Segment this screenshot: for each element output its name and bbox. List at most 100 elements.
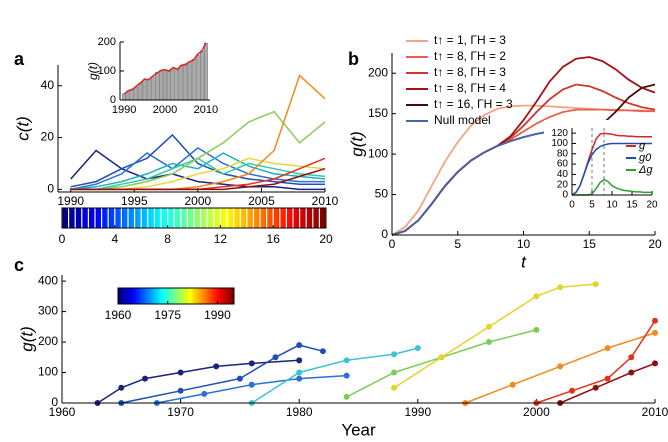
colorbar-cell <box>70 208 76 228</box>
bar <box>175 68 180 101</box>
legend-label: t↑ = 8, ΓH = 2 <box>434 49 506 63</box>
bar <box>191 59 196 101</box>
point <box>177 387 184 394</box>
x-tick-label: 5 <box>589 200 595 211</box>
point <box>414 345 421 352</box>
bar <box>138 82 143 101</box>
colorbar-cell <box>189 208 195 228</box>
y-tick-label: 100 <box>368 146 388 160</box>
colorbar-tick-label: 8 <box>164 232 171 246</box>
x-tick-label: 1995 <box>121 194 148 208</box>
point <box>628 369 635 376</box>
colorbar-cell <box>179 288 183 304</box>
colorbar-tick-label: 4 <box>111 232 118 246</box>
x-tick-label: 2000 <box>153 104 177 116</box>
colorbar-cell <box>101 208 107 228</box>
legend-label: Null model <box>434 113 491 127</box>
colorbar-cell <box>176 288 179 304</box>
y-tick-label: 40 <box>41 78 55 92</box>
x-tick-label: 1960 <box>49 405 76 419</box>
colorbar-cell <box>197 288 200 304</box>
point <box>438 354 445 361</box>
colorbar-cell <box>176 208 182 228</box>
point <box>248 381 255 388</box>
colorbar-cell <box>199 288 202 304</box>
y-tick-label: 200 <box>98 36 116 48</box>
point <box>557 284 564 291</box>
point <box>343 372 350 379</box>
colorbar-cell <box>172 288 175 304</box>
series-line <box>121 344 324 404</box>
colorbar-cell <box>162 288 165 304</box>
colorbar-tick-label: 16 <box>267 232 281 246</box>
colorbar-tick-label: 1975 <box>154 308 181 322</box>
colorbar-cell <box>202 208 208 228</box>
colorbar-cell <box>133 288 136 304</box>
colorbar-cell <box>141 208 147 228</box>
colorbar-cell <box>150 208 155 228</box>
colorbar-cell <box>141 288 144 304</box>
colorbar-cell <box>148 288 152 304</box>
x-tick-label: 1990 <box>404 405 431 419</box>
colorbar-cell <box>222 288 225 304</box>
point <box>319 348 326 355</box>
y-tick-label: 200 <box>368 65 388 79</box>
x-tick-label: 1970 <box>167 405 194 419</box>
series-line <box>123 42 207 95</box>
y-tick-label: 100 <box>551 138 568 149</box>
panel: 1990 2000 2010 0 100 200 g(t) <box>86 34 218 120</box>
x-tick-label: 1990 <box>57 194 84 208</box>
point <box>485 323 492 330</box>
point <box>568 387 575 394</box>
colorbar-cell <box>180 208 186 228</box>
colorbar-cell <box>119 288 123 304</box>
bar <box>171 67 176 101</box>
x-tick-label: 10 <box>517 237 531 251</box>
colorbar-cell <box>246 208 252 228</box>
point <box>592 384 599 391</box>
point <box>236 375 243 382</box>
y-tick-label: 0 <box>51 395 58 409</box>
colorbar-cell <box>273 208 279 228</box>
point <box>177 369 184 376</box>
point <box>652 360 658 367</box>
colorbar-frame <box>117 287 235 305</box>
colorbar-cell <box>123 208 129 228</box>
x-tick-label: 0 <box>569 200 575 211</box>
colorbar-cell <box>166 288 169 304</box>
bar <box>179 65 184 101</box>
point <box>391 384 398 391</box>
point <box>142 375 149 382</box>
colorbar-cell <box>123 288 127 304</box>
colorbar-cell <box>168 288 171 304</box>
colorbar-cell <box>145 288 148 304</box>
x-tick-label: 2005 <box>248 194 275 208</box>
bar <box>146 78 151 101</box>
colorbar-cell <box>154 288 158 304</box>
y-tick-label: 50 <box>375 187 389 201</box>
legend-label: t↑ = 8, ΓH = 4 <box>434 81 506 95</box>
point <box>604 345 611 352</box>
y-tick-label: 100 <box>38 365 58 379</box>
colorbar-cell <box>118 288 121 304</box>
colorbar-cell <box>242 208 248 228</box>
colorbar-cell <box>216 288 220 304</box>
y-tick-label: 100 <box>98 65 116 77</box>
y-axis-label: g(t) <box>17 326 36 352</box>
point <box>296 342 303 349</box>
colorbar-cell <box>218 288 221 304</box>
colorbar-cell <box>214 288 218 304</box>
colorbar-cell <box>88 208 94 228</box>
legend-label: Δg <box>638 164 653 176</box>
series-line <box>559 362 656 404</box>
point <box>391 351 398 358</box>
colorbar-cell <box>152 288 156 304</box>
colorbar-cell <box>233 208 239 228</box>
colorbar-tick-label: 1990 <box>204 308 231 322</box>
y-tick-label: 150 <box>368 106 388 120</box>
point <box>592 281 599 288</box>
colorbar-cell <box>189 288 192 304</box>
colorbar-cell <box>174 288 177 304</box>
y-tick-label: 20 <box>41 130 55 144</box>
colorbar-tick-label: 1960 <box>105 308 132 322</box>
